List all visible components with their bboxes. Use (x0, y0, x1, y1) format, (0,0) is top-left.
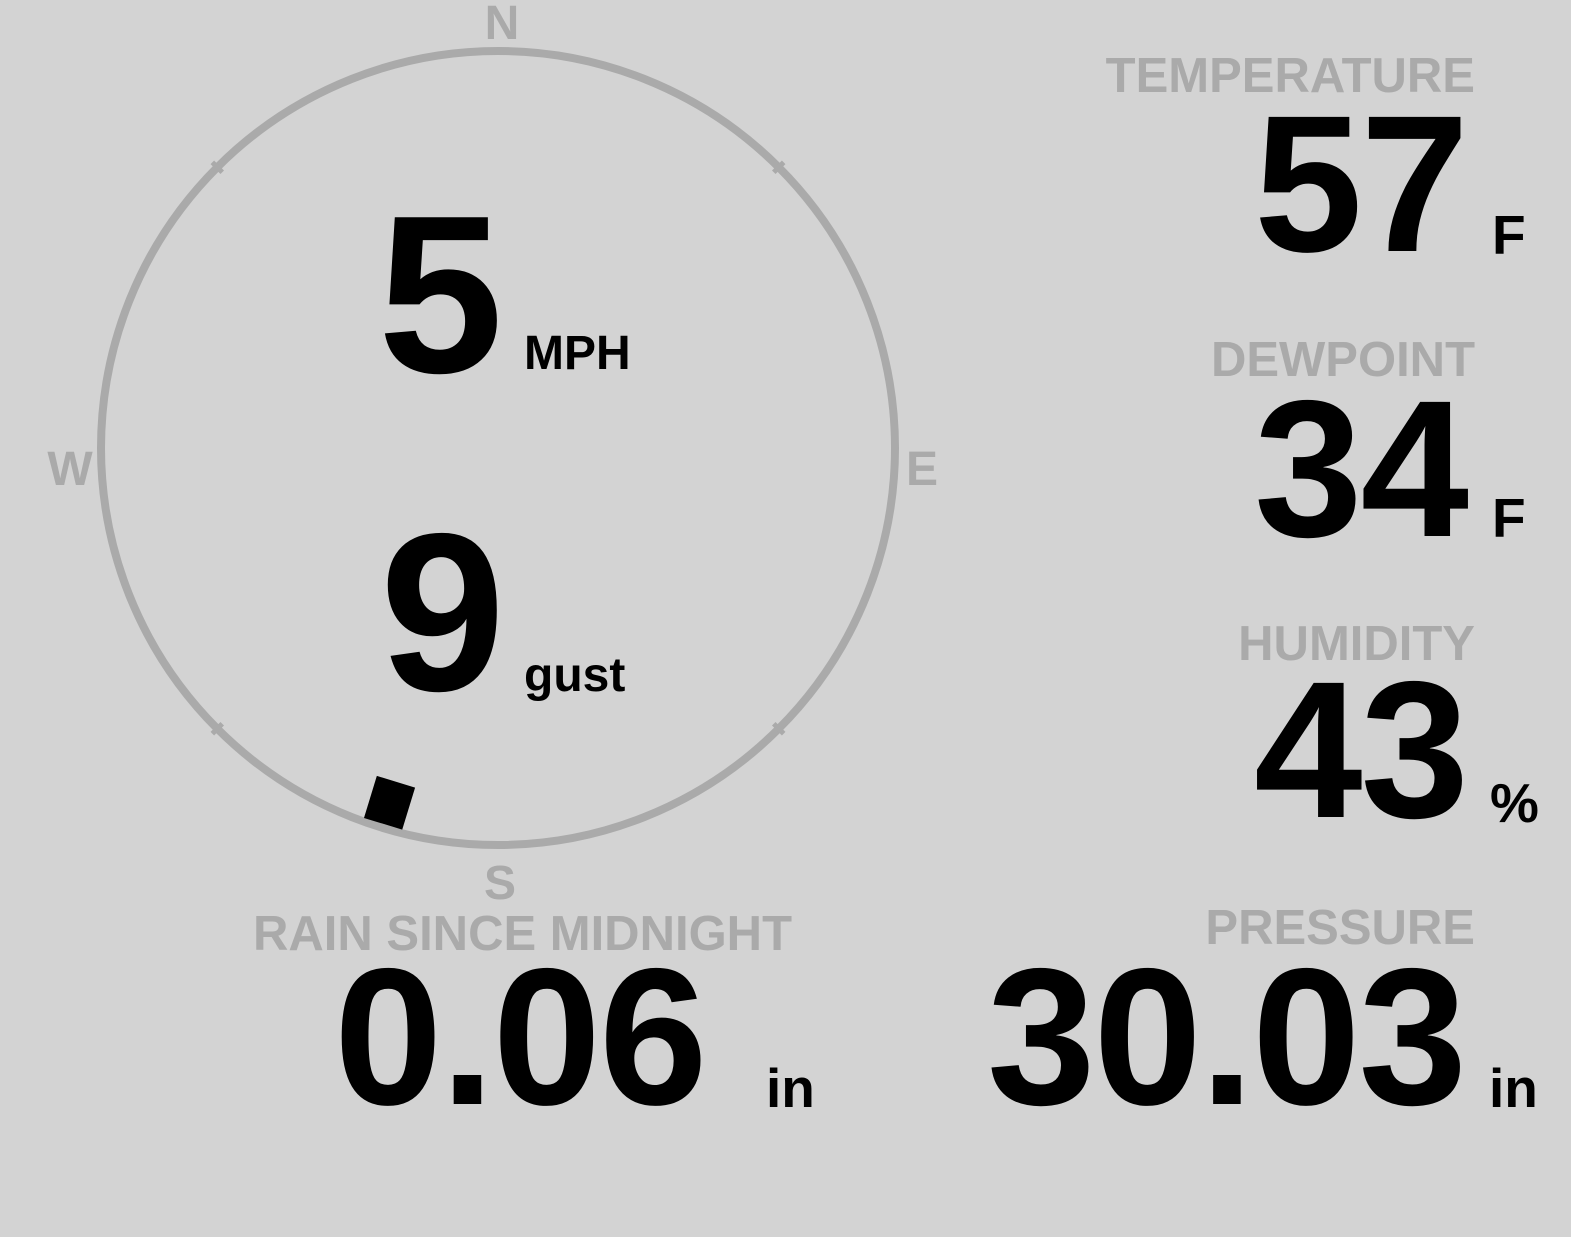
wind-direction-marker (363, 775, 416, 830)
wind-speed-unit: MPH (524, 327, 631, 380)
temperature-label: TEMPERATURE (1105, 49, 1475, 103)
pressure-label: PRESSURE (1205, 901, 1475, 955)
compass-ring (97, 47, 899, 849)
compass-tick (772, 160, 786, 174)
pressure-unit: in (1489, 1057, 1538, 1119)
humidity-value: 43 (1254, 641, 1469, 859)
compass-west-label: W (47, 443, 93, 496)
compass-east-label: E (905, 443, 939, 496)
rain-unit: in (766, 1057, 815, 1119)
rain-label: RAIN SINCE MIDNIGHT (253, 907, 792, 961)
dewpoint-label: DEWPOINT (1210, 333, 1475, 387)
pressure-value: 30.03 (987, 928, 1467, 1146)
dewpoint-value: 34 (1254, 360, 1469, 578)
compass-north-label: N (484, 0, 520, 50)
temperature-unit: F (1492, 204, 1526, 266)
humidity-label: HUMIDITY (1238, 617, 1475, 671)
compass-south-label: S (483, 857, 517, 910)
humidity-unit: % (1490, 772, 1539, 834)
dewpoint-unit: F (1492, 487, 1526, 549)
wind-gust-unit: gust (524, 649, 626, 702)
rain-value: 0.06 (334, 928, 708, 1146)
wind-gust-value: 9 (380, 486, 505, 738)
wind-compass (97, 47, 899, 849)
compass-tick (210, 160, 224, 174)
wind-speed-value: 5 (378, 168, 503, 420)
compass-tick (210, 722, 224, 736)
temperature-value: 57 (1254, 75, 1469, 293)
compass-tick (772, 722, 786, 736)
